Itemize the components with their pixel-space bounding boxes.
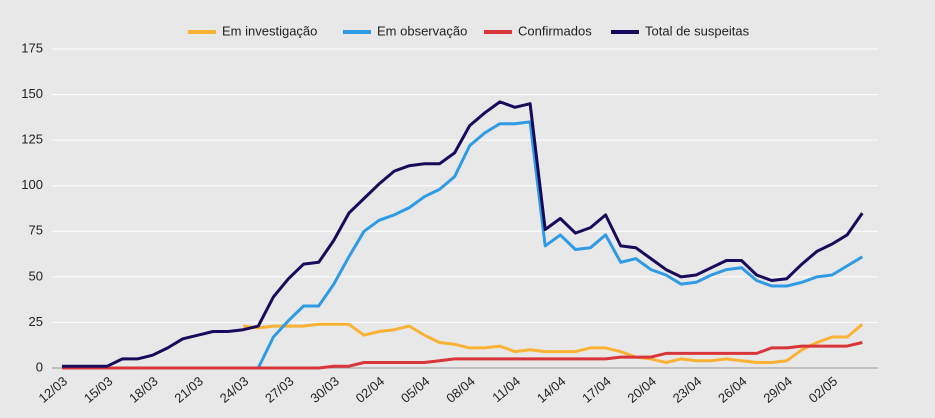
series-line: [243, 322, 864, 364]
y-tick-label: 100: [21, 177, 43, 192]
legend-label: Total de suspeitas: [645, 23, 750, 38]
y-tick-label: 50: [29, 268, 43, 283]
y-tick-label: 75: [29, 223, 43, 238]
legend-label: Em observação: [377, 23, 467, 38]
series-line: [62, 341, 863, 370]
legend-label: Em investigação: [222, 23, 317, 38]
series-line: [62, 100, 864, 368]
y-tick-label: 0: [36, 359, 43, 374]
legend-label: Confirmados: [518, 23, 592, 38]
y-tick-label: 150: [21, 86, 43, 101]
y-tick-label: 25: [29, 314, 43, 329]
y-tick-label: 175: [21, 40, 43, 55]
series-line: [256, 120, 864, 369]
y-tick-label: 125: [21, 132, 43, 147]
